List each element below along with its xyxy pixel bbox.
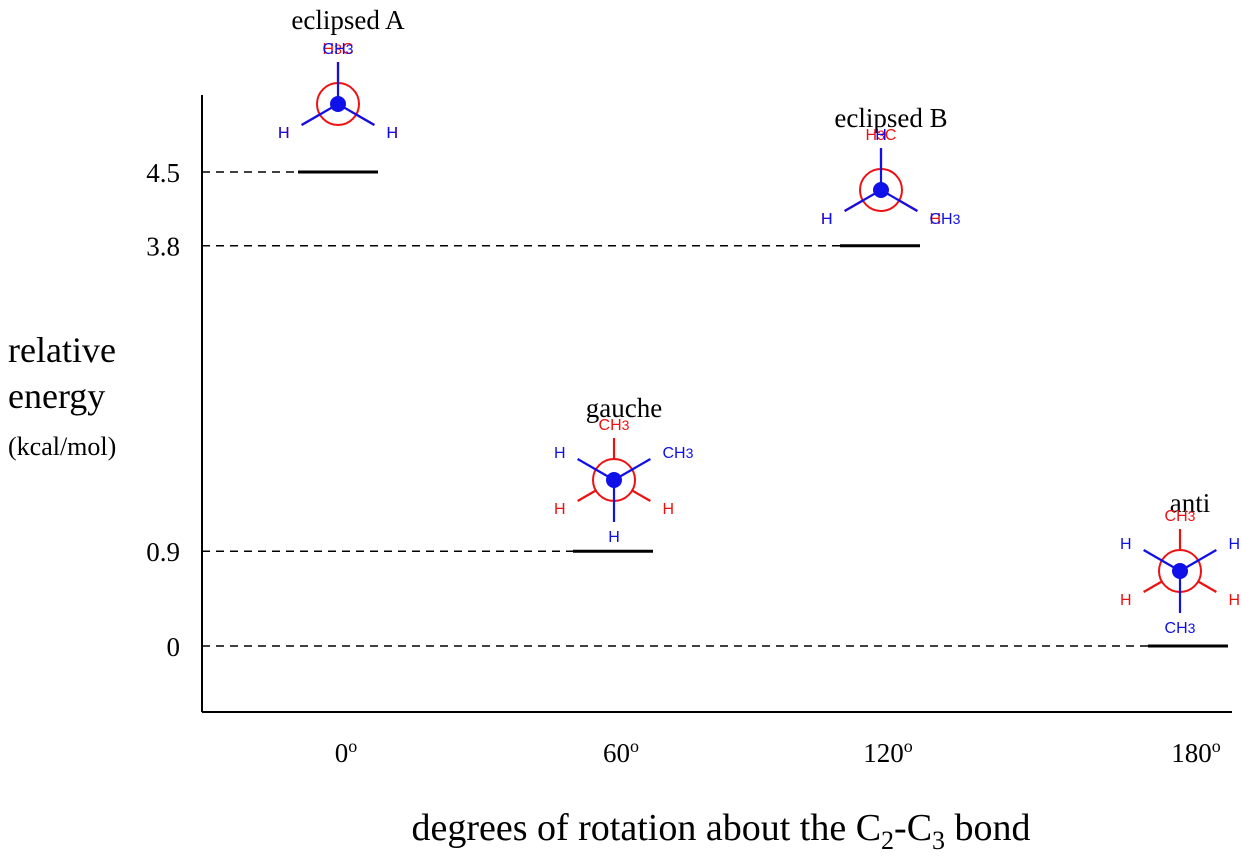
back-substituent-label: H: [821, 211, 833, 228]
front-carbon-dot: [330, 96, 346, 112]
front-substituent-label: CH3: [1165, 620, 1196, 637]
axes: [201, 95, 1232, 713]
x-tick-60: 60o: [603, 736, 639, 768]
front-substituent-label: CH3: [323, 41, 354, 58]
back-substituent-label: H: [278, 125, 290, 142]
back-bond: [577, 489, 597, 502]
front-substituent-label: CH3: [662, 445, 693, 462]
back-substituent-label: H: [1120, 592, 1132, 609]
front-substituent-label: H: [608, 529, 620, 546]
front-substituent-label: H: [554, 445, 566, 462]
front-substituent-label: CH3: [929, 211, 960, 228]
y-axis-label: relative energy (kcal/mol): [8, 330, 116, 461]
back-substituent-label: H: [554, 501, 566, 518]
front-carbon-dot: [1172, 563, 1188, 579]
front-carbon-dot: [606, 472, 622, 488]
front-carbon-dot: [873, 182, 889, 198]
front-substituent-label: H: [875, 127, 887, 144]
y-tick-labels: 4.5 3.8 0.9 0: [146, 158, 180, 662]
y-tick-4.5: 4.5: [146, 158, 180, 188]
front-substituent-label: H: [821, 211, 833, 228]
y-label-line-2: energy: [8, 376, 105, 416]
x-tick-120: 120o: [863, 736, 913, 768]
x-tick-180: 180o: [1171, 736, 1221, 768]
conformation-title-anti: anti: [1170, 488, 1211, 518]
back-bond: [1197, 580, 1217, 593]
back-substituent-label: H: [386, 125, 398, 142]
back-bond: [1143, 580, 1163, 593]
energy-levels: [298, 170, 1228, 648]
y-tick-3.8: 3.8: [146, 232, 180, 262]
back-substituent-label: H: [1228, 592, 1240, 609]
back-bond: [631, 489, 651, 502]
y-tick-0.9: 0.9: [146, 537, 180, 567]
x-tick-0: 0o: [335, 736, 358, 768]
back-substituent-label: H3C: [323, 41, 354, 58]
back-substituent-label: H3C: [866, 127, 897, 144]
front-substituent-label: H: [1120, 536, 1132, 553]
back-substituent-label: CH3: [599, 417, 630, 434]
back-substituent-label: H: [662, 501, 674, 518]
y-label-line-1: relative: [8, 330, 116, 370]
front-substituent-label: H: [1228, 536, 1240, 553]
y-tick-0: 0: [167, 632, 181, 662]
dashed-guides: [202, 171, 1148, 647]
conformation-title-gauche: gauche: [586, 393, 662, 423]
x-axis-label: degrees of rotation about the C2-C3 bond: [411, 807, 1030, 855]
y-label-line-3: (kcal/mol): [8, 432, 116, 461]
x-axis-title: degrees of rotation about the C2-C3 bond: [411, 807, 1030, 855]
front-substituent-label: H: [278, 125, 290, 142]
conformation-title-eclipsed-A: eclipsed A: [291, 5, 405, 35]
front-substituent-label: H: [386, 125, 398, 142]
back-substituent-label: H: [929, 211, 941, 228]
x-tick-labels: 0o 60o 120o 180o: [335, 736, 1221, 768]
back-substituent-label: CH3: [1165, 508, 1196, 525]
conformation-title-eclipsed-B: eclipsed B: [834, 103, 947, 133]
